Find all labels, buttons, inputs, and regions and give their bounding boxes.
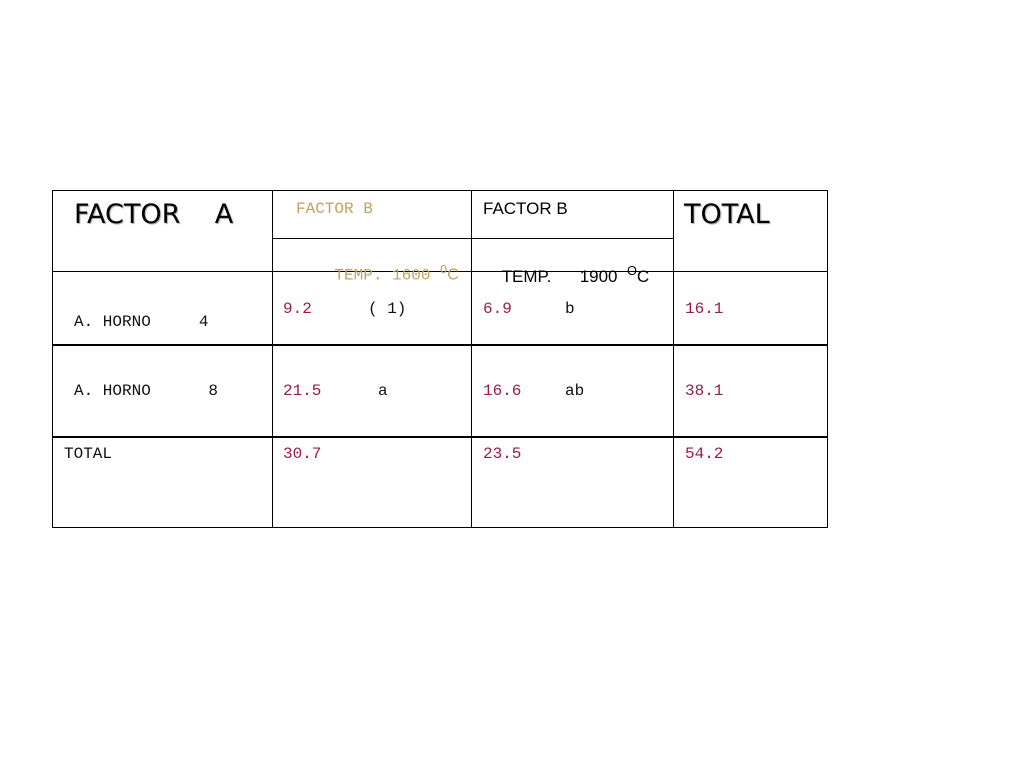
temp-2-text: TEMP. 1900 bbox=[501, 267, 627, 286]
temp-1-text: TEMP. 1600 bbox=[334, 266, 441, 285]
row-2-total: 38.1 bbox=[685, 382, 724, 400]
col-divider-2 bbox=[471, 190, 472, 528]
temp-2-degree: O bbox=[626, 263, 637, 278]
anova-table bbox=[52, 190, 828, 528]
header-temp-2: TEMP. 1900 OC bbox=[483, 248, 650, 302]
temp-1-degree: O bbox=[440, 263, 448, 277]
temp-2-unit: C bbox=[636, 267, 650, 286]
footer-grand-total: 54.2 bbox=[685, 445, 724, 463]
row-divider-1 bbox=[52, 271, 828, 272]
footer-b2-total: 23.5 bbox=[483, 445, 522, 463]
row-1-label: A. HORNO 4 bbox=[74, 313, 209, 331]
footer-label: TOTAL bbox=[64, 445, 113, 463]
row-2-b2-value: 16.6 bbox=[483, 382, 522, 400]
header-subdivider bbox=[272, 238, 673, 239]
row-divider-3 bbox=[52, 436, 828, 438]
header-factor-b-2: FACTOR B bbox=[483, 199, 568, 218]
row-1-b1-value: 9.2 bbox=[283, 300, 312, 318]
row-2-b2-note: ab bbox=[565, 382, 585, 400]
temp-1-unit: C bbox=[447, 266, 459, 284]
header-factor-a: FACTOR A bbox=[74, 199, 234, 230]
col-divider-1 bbox=[272, 190, 273, 528]
header-total: TOTAL bbox=[684, 199, 770, 230]
row-1-b1-note: ( 1) bbox=[368, 300, 407, 318]
col-divider-3 bbox=[673, 190, 674, 528]
row-2-label: A. HORNO 8 bbox=[74, 382, 219, 400]
header-factor-b-1: FACTOR B bbox=[296, 200, 373, 218]
row-2-b1-note: a bbox=[378, 382, 388, 400]
row-divider-2 bbox=[52, 344, 828, 346]
row-1-total: 16.1 bbox=[685, 300, 724, 318]
footer-b1-total: 30.7 bbox=[283, 445, 322, 463]
row-1-b2-note: b bbox=[565, 300, 575, 318]
header-temp-1: TEMP. 1600 OC bbox=[296, 248, 459, 300]
row-2-b1-value: 21.5 bbox=[283, 382, 322, 400]
row-1-b2-value: 6.9 bbox=[483, 300, 512, 318]
